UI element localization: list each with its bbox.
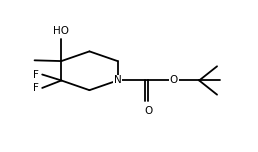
Text: HO: HO (53, 26, 69, 36)
Text: N: N (114, 76, 122, 85)
Text: O: O (170, 76, 178, 85)
Text: F: F (33, 83, 38, 93)
Text: F: F (33, 69, 38, 79)
Text: O: O (144, 106, 152, 116)
